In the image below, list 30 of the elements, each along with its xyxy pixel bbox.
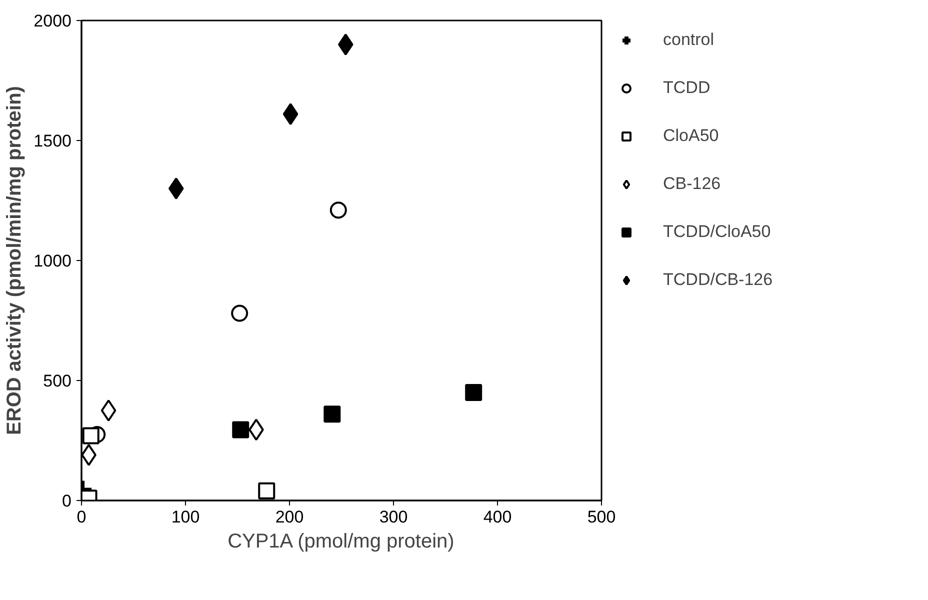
x-tick-label: 300 — [379, 508, 408, 526]
point — [330, 202, 347, 219]
legend-label: TCDD/CloA50 — [663, 222, 771, 242]
x-axis-title: CYP1A (pmol/mg protein) — [228, 530, 454, 552]
point — [324, 406, 341, 423]
point — [100, 400, 116, 422]
x-tick-label: 100 — [171, 508, 200, 526]
point — [338, 34, 354, 56]
legend-label: CloA50 — [663, 126, 719, 146]
point — [232, 421, 250, 438]
y-tick-label: 2000 — [34, 12, 72, 30]
x-tick-label: 500 — [587, 508, 616, 526]
legend-label: CB-126 — [663, 174, 721, 194]
legend-label: TCDD/CB-126 — [663, 270, 773, 290]
point — [258, 482, 276, 500]
x-tick-label: 400 — [483, 508, 512, 526]
y-tick-label: 1000 — [34, 252, 72, 270]
point — [282, 103, 298, 126]
x-tick-label: 200 — [275, 508, 304, 526]
y-tick-label: 1500 — [34, 132, 72, 150]
y-axis-title: EROD activity (pmol/min/mg protein) — [4, 86, 26, 435]
y-tick-label: 0 — [62, 492, 72, 510]
y-tick-label: 500 — [43, 372, 72, 390]
point — [465, 384, 482, 401]
point — [231, 304, 248, 322]
point — [82, 427, 100, 444]
x-tick-label: 0 — [76, 508, 86, 526]
point — [168, 178, 184, 200]
legend-label: TCDD — [663, 78, 710, 98]
legend-label: control — [663, 30, 714, 50]
